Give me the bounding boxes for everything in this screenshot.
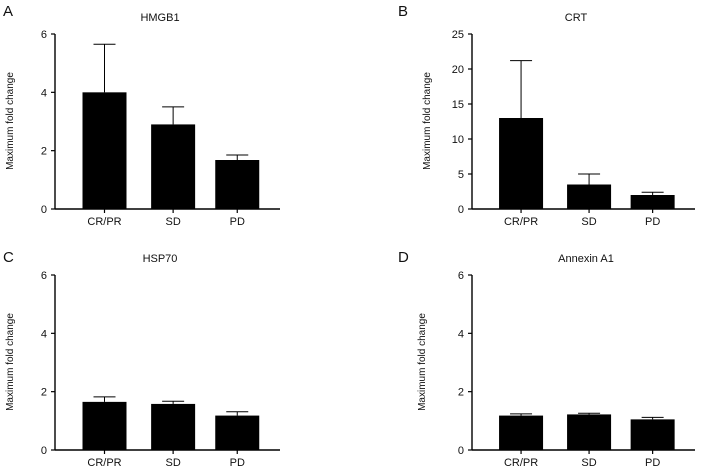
- bar-sd: [567, 414, 612, 450]
- bar-pd: [215, 415, 260, 450]
- x-tick-label: CR/PR: [87, 457, 121, 469]
- x-tick-label: PD: [230, 216, 245, 228]
- y-tick-label: 15: [452, 99, 464, 111]
- panel-letter: B: [398, 3, 408, 20]
- x-tick-label: PD: [645, 216, 660, 228]
- y-axis-label: Maximum fold change: [422, 72, 433, 170]
- y-tick-label: 5: [458, 169, 464, 181]
- bar-pd: [215, 160, 260, 209]
- y-axis-label: Maximum fold change: [417, 313, 428, 411]
- bar-cr-pr: [82, 92, 127, 209]
- chart-panel-c: C HSP70 Maximum fold change 0 2 4 6 CR/PR SD PD: [3, 249, 280, 469]
- x-tick-label: CR/PR: [504, 216, 538, 228]
- y-tick-label: 4: [41, 87, 47, 99]
- bar-sd: [567, 184, 612, 209]
- y-tick-label: 2: [41, 146, 47, 158]
- y-tick-label: 6: [458, 270, 464, 282]
- x-tick-label: PD: [645, 457, 660, 469]
- y-tick-label: 0: [41, 445, 47, 457]
- x-tick-label: SD: [581, 216, 596, 228]
- panel-letter: A: [3, 3, 13, 20]
- y-tick-label: 0: [458, 204, 464, 216]
- y-tick-label: 6: [41, 270, 47, 282]
- chart-title: Annexin A1: [558, 253, 614, 265]
- y-tick-label: 4: [458, 328, 464, 340]
- bar-cr-pr: [499, 415, 544, 450]
- x-tick-label: SD: [165, 216, 180, 228]
- y-tick-label: 2: [458, 387, 464, 399]
- panel-letter: C: [3, 249, 14, 266]
- y-tick-label: 10: [452, 134, 464, 146]
- bar-sd: [151, 124, 196, 209]
- x-tick-label: CR/PR: [87, 216, 121, 228]
- y-tick-label: 4: [41, 328, 47, 340]
- y-tick-label: 25: [452, 29, 464, 41]
- y-tick-label: 2: [41, 387, 47, 399]
- y-tick-label: 20: [452, 64, 464, 76]
- x-tick-label: CR/PR: [504, 457, 538, 469]
- chart-title: HMGB1: [140, 12, 179, 24]
- bar-cr-pr: [499, 118, 544, 209]
- y-axis-label: Maximum fold change: [5, 313, 16, 411]
- chart-panel-d: D Annexin A1 Maximum fold change 0 2 4 6 CR/PR S…: [398, 249, 695, 469]
- bar-pd: [630, 195, 675, 209]
- chart-title: CRT: [565, 12, 588, 24]
- bar-sd: [151, 403, 196, 450]
- x-tick-label: PD: [230, 457, 245, 469]
- chart-title: HSP70: [143, 253, 178, 265]
- y-axis-label: Maximum fold change: [5, 72, 16, 170]
- y-tick-label: 0: [41, 204, 47, 216]
- chart-panel-b: B CRT Maximum fold change 0 5 10 15 20 25 CR/PR SD…: [398, 3, 695, 228]
- x-tick-label: SD: [581, 457, 596, 469]
- bar-cr-pr: [82, 401, 127, 450]
- bar-pd: [630, 419, 675, 450]
- x-tick-label: SD: [165, 457, 180, 469]
- panel-letter: D: [398, 249, 409, 266]
- y-tick-label: 6: [41, 29, 47, 41]
- y-tick-label: 0: [458, 445, 464, 457]
- chart-panel-a: A HMGB1 Maximum fold change 0 2 4 6 CR/PR SD PD: [3, 3, 280, 228]
